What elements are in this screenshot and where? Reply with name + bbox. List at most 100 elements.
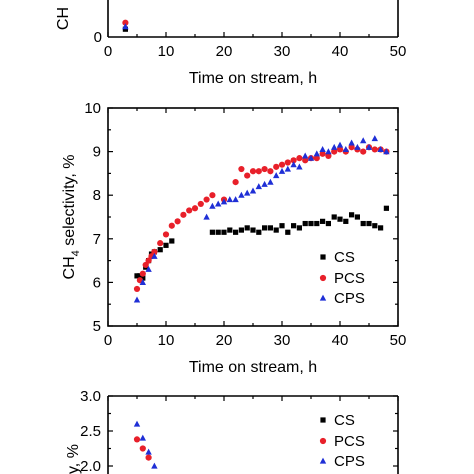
data-point-pcs (273, 163, 280, 170)
x-tick-label: 40 (332, 332, 349, 349)
data-point-pcs (139, 270, 146, 277)
data-point-cs (279, 223, 285, 229)
y-axis-label: CH (55, 7, 72, 30)
data-point-cs (372, 223, 378, 229)
data-point-cps (145, 265, 152, 272)
x-tick-label: 10 (158, 43, 175, 60)
data-point-pcs (232, 179, 239, 186)
data-point-cps (139, 434, 146, 441)
data-point-pcs (302, 157, 309, 164)
data-point-cps (365, 143, 373, 150)
legend-label: CPS (334, 290, 365, 307)
y-axis-label-sub: 4 (70, 250, 82, 256)
data-point-cps (360, 137, 367, 144)
data-point-cps (226, 196, 233, 203)
legend: CS PCS CPS (319, 412, 365, 470)
data-point-cs (325, 220, 331, 227)
y-axis-label-post: selectivity, % (61, 155, 78, 251)
y-tick-label: 7 (93, 231, 101, 248)
data-point-cs (291, 223, 297, 229)
data-point-cs (137, 273, 143, 279)
y-axis-label: CH4 selectivity, % (61, 155, 82, 280)
data-point-pcs (267, 168, 274, 175)
data-point-pcs (157, 240, 164, 247)
data-point-cs (354, 214, 360, 220)
top-panel: 0 10 20 30 40 50 0 CH Time on stream, h (55, 0, 406, 87)
y-axis-label: y, % (65, 444, 82, 474)
data-point-cs (209, 229, 215, 235)
data-point-cps (290, 161, 297, 168)
x-tick-label: 0 (104, 43, 112, 60)
data-point-pcs (180, 211, 187, 218)
data-point-cs (140, 275, 146, 281)
data-point-cs (378, 225, 384, 231)
data-point-pcs (197, 200, 204, 208)
data-point-cps (220, 198, 228, 205)
data-point-cps (133, 296, 141, 303)
y-tick-label: 2.0 (80, 458, 101, 474)
legend-label: PCS (334, 433, 365, 450)
x-axis-label: Time on stream, h (189, 359, 317, 376)
data-point-cs (308, 220, 314, 227)
data-point-cs (267, 225, 273, 231)
data-point-cps (151, 462, 158, 469)
data-point (122, 23, 129, 30)
data-point-pcs (145, 454, 152, 461)
data-point-cs (244, 225, 250, 231)
data-point-cs (296, 225, 302, 231)
x-tick-label: 20 (216, 332, 233, 349)
data-point-pcs (284, 159, 291, 166)
legend-marker (319, 437, 327, 445)
x-tick-label: 50 (390, 43, 407, 60)
data-point-pcs (336, 146, 344, 153)
data-point-cps (383, 148, 390, 155)
data-point-cs (349, 212, 355, 218)
y-tick-label: 2.5 (80, 423, 101, 440)
y-tick-label: 8 (93, 187, 101, 204)
data-point-cs (169, 238, 175, 244)
data-point-cs (331, 214, 337, 220)
data-point-cs (314, 220, 320, 227)
data-point-cps (133, 420, 141, 427)
data-point-cs (233, 229, 239, 235)
data-point-pcs (238, 165, 245, 173)
data-point-cs (343, 218, 349, 224)
data-point-pcs (290, 157, 297, 164)
data-point-cps (278, 167, 286, 174)
data-point-cs (221, 229, 227, 235)
x-tick-label: 30 (274, 332, 291, 349)
y-tick-label: 6 (93, 274, 101, 291)
legend-marker (319, 274, 327, 282)
data-point-pcs (133, 436, 141, 443)
data-point-cps (319, 146, 326, 153)
data-point-pcs (174, 218, 181, 225)
data-point-cs (383, 205, 389, 211)
data-point-cs (215, 229, 221, 235)
legend-label: CPS (334, 453, 365, 470)
data-point-cps (145, 448, 152, 455)
data-point-pcs (244, 172, 251, 179)
bottom-panel: 2.0 2.5 3.0 y, % CS PCS CPS (65, 388, 399, 474)
data-point-pcs (360, 148, 367, 155)
data-point-pcs (139, 445, 146, 452)
data-point-cps (255, 183, 262, 190)
data-point-cs (262, 225, 268, 231)
data-point-cs (238, 227, 244, 233)
data-point-cps (249, 187, 257, 194)
x-tick-label: 10 (158, 332, 175, 349)
data-point-cps (244, 189, 251, 196)
data-point-cps (307, 154, 315, 161)
data-point-pcs (209, 192, 216, 199)
data-point-cs (366, 220, 372, 227)
data-point-pcs (186, 207, 193, 214)
y-axis-label-pre: CH (61, 256, 78, 279)
data-point-pcs (255, 168, 262, 175)
data-point-cs (273, 227, 279, 233)
data-point-cs (163, 242, 169, 248)
data-point-pcs (142, 261, 149, 269)
data-point-cs (157, 247, 163, 253)
y-tick-label: 0 (94, 29, 102, 46)
data-point-cps (371, 135, 378, 142)
data-point-pcs (331, 148, 338, 155)
